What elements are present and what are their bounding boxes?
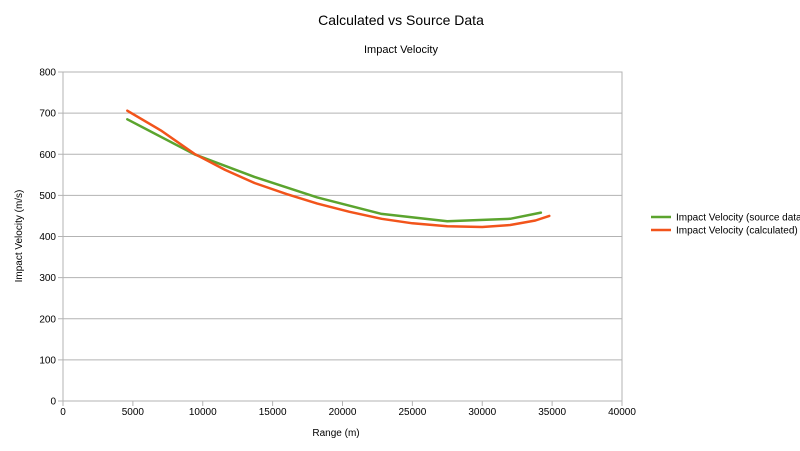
y-axis: 0 100 200 300 400 500 600 700 800	[39, 68, 63, 408]
x-axis: 0 5000 10000 15000 20000 25000 30000 35000 40000	[60, 401, 636, 418]
y-tick-label: 400	[39, 232, 56, 243]
x-tick-label: 35000	[538, 407, 566, 418]
y-tick-label: 0	[50, 397, 56, 408]
y-tick-label: 500	[39, 191, 56, 202]
y-tick-label: 600	[39, 150, 56, 161]
x-tick-label: 10000	[189, 407, 217, 418]
y-tick-label: 200	[39, 314, 56, 325]
x-tick-label: 30000	[468, 407, 496, 418]
y-tick-label: 100	[39, 355, 56, 366]
legend-label: Impact Velocity (calculated)	[676, 226, 798, 237]
chart-subtitle: Impact Velocity	[364, 44, 438, 56]
y-tick-label: 700	[39, 109, 56, 120]
x-axis-label: Range (m)	[312, 428, 359, 439]
x-tick-label: 20000	[329, 407, 357, 418]
x-tick-label: 0	[60, 407, 66, 418]
x-tick-label: 15000	[259, 407, 287, 418]
y-tick-label: 300	[39, 273, 56, 284]
series-line-1	[126, 118, 543, 223]
legend-label: Impact Velocity (source data)	[676, 213, 800, 224]
series-line-2	[126, 109, 551, 229]
y-axis-label: Impact Velocity (m/s)	[14, 190, 25, 283]
legend: Impact Velocity (source data) Impact Velo…	[651, 213, 800, 237]
x-tick-label: 5000	[122, 407, 145, 418]
y-tick-label: 800	[39, 68, 56, 79]
x-tick-label: 25000	[398, 407, 426, 418]
chart-title: Calculated vs Source Data	[318, 12, 484, 28]
series-lines	[126, 109, 551, 229]
x-tick-label: 40000	[608, 407, 636, 418]
